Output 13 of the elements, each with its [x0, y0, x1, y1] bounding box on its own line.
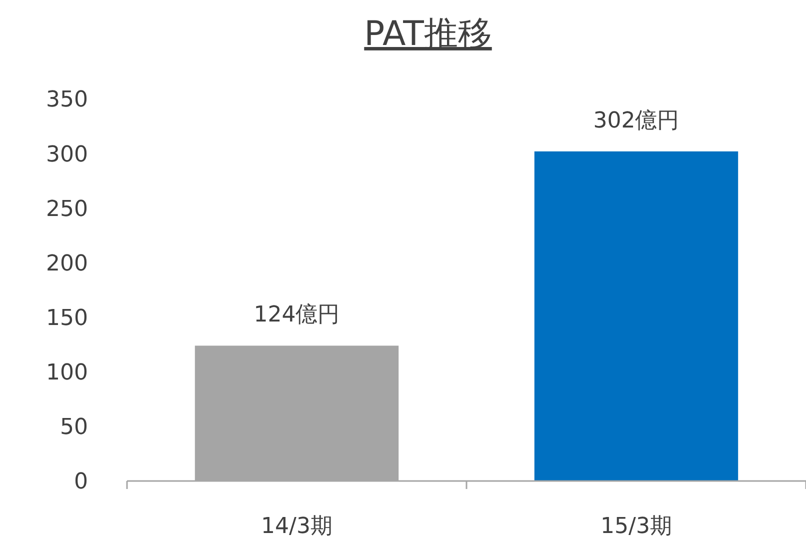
x-tick-label: 14/3期 — [261, 514, 332, 539]
y-tick-label: 0 — [74, 470, 88, 495]
data-label: 124億円 — [254, 302, 340, 328]
chart-title: PAT推移 — [364, 14, 492, 54]
data-label: 302億円 — [593, 108, 680, 134]
y-tick-label: 250 — [46, 196, 88, 222]
y-tick-label: 300 — [46, 142, 88, 168]
y-tick-label: 50 — [60, 415, 88, 440]
y-tick-label: 200 — [46, 251, 88, 276]
y-tick-label: 350 — [46, 88, 88, 113]
y-tick-label: 100 — [46, 360, 88, 386]
x-tick-label: 15/3期 — [600, 514, 672, 539]
y-tick-label: 150 — [46, 306, 88, 331]
